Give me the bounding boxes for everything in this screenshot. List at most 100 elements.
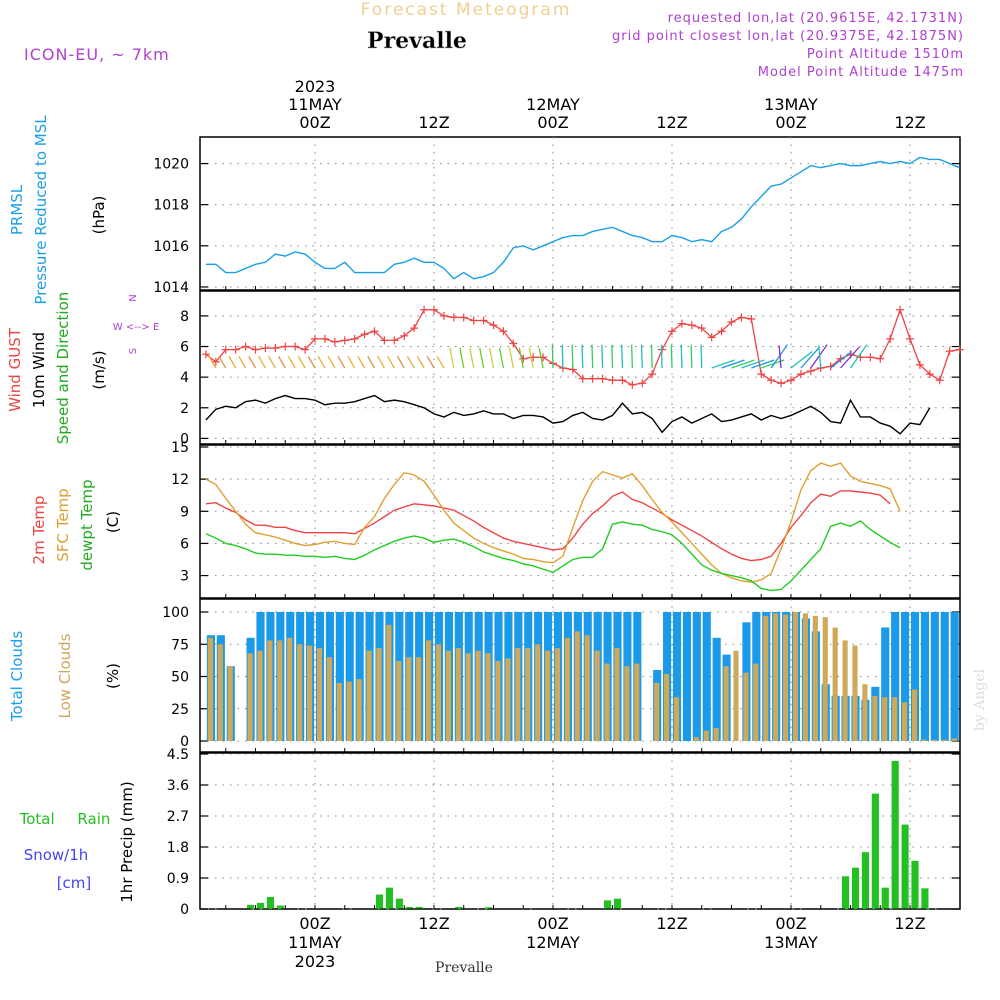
low-cloud-bar [416, 657, 422, 741]
wind-direction-arrow [631, 344, 633, 369]
gust-point [915, 360, 924, 369]
panel-frame-pressure [199, 136, 961, 291]
low-cloud-bar [763, 615, 769, 741]
bottom-hour-label: 00Z [537, 914, 568, 933]
total-cloud-bar [930, 612, 939, 741]
wind-direction-arrow [317, 355, 326, 369]
gust-point [360, 330, 369, 339]
rain-bar [861, 852, 869, 909]
wind-direction-arrow [488, 347, 495, 369]
low-cloud-bar [872, 695, 878, 741]
gust-point [479, 316, 488, 325]
wind-direction-arrow [611, 344, 614, 369]
y-tick-label: 1018 [153, 198, 189, 214]
panel-frame-temperature [199, 444, 961, 599]
gust-point [717, 327, 726, 336]
gust-point [935, 376, 944, 385]
wind-direction-arrow [660, 344, 663, 369]
low-cloud-bar [723, 666, 729, 741]
low-cloud-bar [703, 730, 709, 741]
rain-bar [842, 876, 850, 909]
low-cloud-bar [733, 650, 739, 741]
gust-point [578, 374, 587, 383]
y-tick-label: 0 [180, 902, 189, 918]
wind-direction-arrow [508, 347, 514, 369]
gust-point [896, 305, 905, 314]
low-cloud-bar [584, 635, 590, 741]
low-cloud-bar [852, 645, 858, 741]
wind-direction-arrow [601, 344, 604, 369]
low-cloud-bar [406, 657, 412, 741]
rain-bar [266, 896, 274, 909]
wind-direction-arrow [287, 355, 296, 369]
wind-direction-arrow [591, 344, 594, 369]
top-date-label: 13MAY [764, 95, 818, 114]
gust-point [777, 379, 786, 388]
y-tick-label: 12 [171, 472, 189, 488]
rain-bar [613, 898, 622, 909]
y-tick-label: 25 [171, 702, 189, 718]
wind-direction-arrow [640, 344, 643, 369]
gust-point [410, 324, 419, 333]
temp2m-series-line [205, 490, 891, 562]
precip-unit-label: 1hr Precip (mm) [118, 781, 136, 902]
wind-direction-arrow [690, 344, 693, 369]
y-tick-label: 6 [180, 340, 189, 356]
wind-direction-arrow [377, 355, 385, 369]
rain-bar [375, 894, 384, 909]
gust-point [420, 305, 429, 314]
y-tick-label: 8 [180, 309, 189, 325]
wind-direction-arrow [268, 355, 276, 369]
gust-point [330, 337, 339, 346]
panel-frame-clouds [199, 598, 961, 753]
total-cloud-bar [672, 612, 682, 741]
low-cloud-bar [495, 661, 501, 741]
wind-direction-arrow [650, 344, 653, 369]
sfc-temp-series-line [205, 462, 901, 583]
gust-point [906, 334, 914, 343]
requested-coords: requested lon,lat (20.9615E, 42.1731N) [668, 11, 964, 26]
gust-point [509, 339, 518, 348]
rain-bar [604, 900, 612, 909]
low-cloud-bar [227, 666, 233, 741]
low-cloud-bar [693, 737, 699, 741]
wind-direction-arrow [840, 346, 860, 369]
low-clouds-label: Low Clouds [56, 633, 74, 718]
gust-point [668, 327, 676, 336]
total-cloud-bar [712, 637, 721, 741]
gust-point [925, 370, 934, 379]
gust-point [489, 321, 498, 330]
gust-point [519, 354, 528, 363]
gust-point [320, 334, 329, 343]
total-cloud-bar [355, 612, 364, 741]
gust-point [449, 313, 458, 322]
top-hour-label: 12Z [656, 113, 687, 132]
gust-point [251, 345, 260, 354]
total-cloud-bar [335, 612, 344, 741]
rain-bar [901, 824, 909, 909]
wind-direction-arrow [357, 355, 366, 369]
top-hour-label: 12Z [418, 113, 449, 132]
wind-direction-arrow [297, 355, 306, 369]
gust-point [439, 311, 448, 320]
y-tick-label: 50 [171, 670, 189, 686]
gust-point [598, 374, 607, 383]
gust-point [608, 376, 617, 385]
gust-point [390, 336, 399, 345]
wind-direction-arrow [818, 345, 822, 369]
low-cloud-bar [326, 657, 332, 741]
gust-point [687, 321, 696, 330]
low-cloud-bar [525, 648, 531, 741]
gust-point [370, 327, 379, 336]
gust-point [757, 370, 766, 379]
low-cloud-bar [783, 614, 789, 741]
wind-direction-arrow [721, 359, 745, 369]
wind-unit: (m/s) [90, 350, 108, 389]
wind-direction-arrow [680, 344, 683, 369]
wind-direction-arrow [469, 347, 475, 369]
low-cloud-bar [773, 613, 779, 741]
wind-label: 10m Wind [30, 332, 48, 408]
low-cloud-bar [336, 682, 342, 741]
gust-point [459, 313, 468, 322]
